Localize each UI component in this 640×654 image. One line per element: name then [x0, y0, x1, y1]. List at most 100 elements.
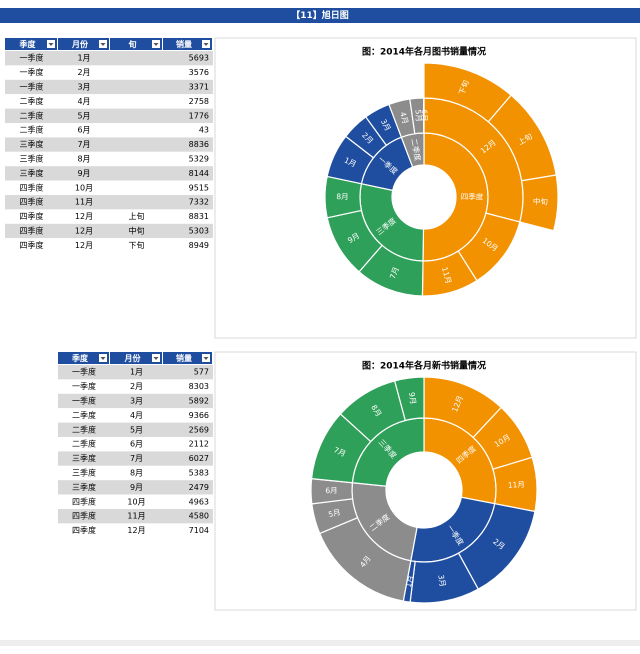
table-cell: 9月: [77, 169, 90, 178]
row-band: [58, 494, 213, 509]
segment-label: 5月: [414, 109, 424, 122]
filter-arrow: [100, 43, 106, 46]
table-cell: 8月: [77, 155, 90, 164]
table-cell: 四季度: [72, 496, 96, 506]
table-cell: 二季度: [72, 439, 96, 449]
table-cell: 5693: [189, 54, 209, 63]
table-cell: 1776: [189, 111, 209, 120]
table-cell: 7332: [189, 198, 209, 207]
column-header: 季度: [19, 39, 37, 49]
segment-label: 7月: [388, 266, 401, 281]
table-cell: 四季度: [72, 525, 96, 535]
table-cell: 12月: [75, 212, 93, 221]
table-cell: 10月: [75, 183, 93, 192]
header-cell: [58, 38, 109, 50]
segment-label: 二季度: [409, 138, 423, 162]
table-cell: 二季度: [20, 110, 44, 120]
table-cell: 3月: [130, 397, 143, 406]
table-cell: 9515: [189, 183, 209, 192]
row-band: [58, 393, 213, 409]
row-band: [5, 65, 213, 80]
header-cell: [5, 38, 57, 50]
table-cell: 一季度: [20, 67, 44, 77]
table-cell: 一季度: [20, 53, 44, 63]
row-band: [5, 79, 213, 95]
table-cell: 3371: [189, 83, 209, 92]
footer-band: [0, 640, 640, 646]
table-cell: 二季度: [20, 125, 44, 135]
table-cell: 一季度: [72, 367, 96, 377]
header-cell: [110, 38, 162, 50]
table-cell: 8144: [189, 169, 209, 178]
table-cell: 6027: [189, 454, 209, 463]
table-cell: 6月: [77, 126, 90, 135]
table-cell: 四季度: [20, 182, 44, 192]
title-bar: [0, 8, 640, 23]
table-cell: 四季度: [72, 511, 96, 521]
filter-arrow: [203, 357, 209, 360]
table-cell: 577: [194, 368, 209, 377]
table-cell: 一季度: [72, 396, 96, 406]
row-band: [5, 137, 213, 152]
table-cell: 2112: [189, 440, 209, 449]
table-cell: 上旬: [129, 211, 145, 221]
table-cell: 2758: [189, 97, 209, 106]
table-cell: 8836: [189, 140, 209, 149]
table-cell: 8303: [189, 382, 209, 391]
segment-label: 四季度: [461, 191, 484, 201]
filter-arrow: [203, 43, 209, 46]
segment-label: 5月: [327, 507, 341, 519]
row-band: [5, 166, 213, 181]
segment-label: 11月: [508, 480, 525, 490]
table-cell: 9366: [189, 411, 209, 420]
table-cell: 4580: [189, 512, 209, 521]
table-cell: 8月: [130, 469, 143, 478]
table-cell: 二季度: [72, 424, 96, 434]
row-band: [58, 465, 213, 481]
table-cell: 43: [199, 126, 209, 135]
table-cell: 三季度: [20, 168, 44, 178]
row-band: [58, 365, 213, 380]
table-cell: 8831: [189, 212, 209, 221]
column-header: 旬: [128, 39, 137, 49]
segment-label: 1月: [404, 575, 415, 589]
row-band: [5, 180, 213, 195]
table-cell: 7月: [130, 454, 143, 463]
table-cell: 11月: [127, 512, 145, 521]
table-cell: 二季度: [20, 96, 44, 106]
row-band: [5, 108, 213, 123]
row-band: [58, 480, 213, 495]
table-cell: 5月: [130, 425, 143, 434]
header-cell: [163, 352, 212, 364]
segment-label: 8月: [336, 192, 348, 201]
table-cell: 10月: [127, 497, 145, 506]
segment-label: 中旬: [533, 196, 549, 207]
segment-label: 9月: [407, 392, 418, 405]
row-band: [5, 94, 213, 109]
sunburst-segment: [393, 376, 425, 422]
row-band: [58, 437, 213, 452]
column-header: 季度: [71, 353, 89, 363]
row-band: [5, 151, 213, 167]
segment-label: 6月: [420, 109, 429, 121]
row-band: [5, 238, 213, 253]
table-cell: 三季度: [20, 154, 44, 164]
table-cell: 下旬: [129, 240, 145, 250]
table-cell: 一季度: [20, 82, 44, 92]
row-band: [58, 451, 213, 466]
segment-label: 4月: [398, 111, 410, 125]
row-band: [58, 523, 213, 538]
table-cell: 7104: [189, 526, 209, 535]
header-cell: [163, 38, 212, 50]
table-cell: 三季度: [20, 139, 44, 149]
header-cell: [110, 352, 162, 364]
column-header: 月份: [124, 353, 142, 363]
chart-title: 图：2014年各月图书销量情况: [362, 46, 486, 58]
table-cell: 1月: [130, 368, 143, 377]
table-cell: 三季度: [72, 453, 96, 463]
filter-arrow: [153, 43, 159, 46]
table-cell: 2月: [130, 382, 143, 391]
row-band: [58, 408, 213, 423]
table-cell: 5892: [189, 397, 209, 406]
